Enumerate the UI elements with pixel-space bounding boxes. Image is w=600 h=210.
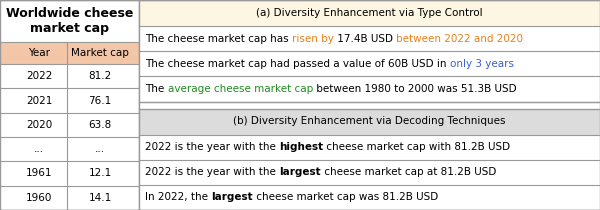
Text: 12.1: 12.1 (89, 168, 112, 178)
Text: 1960: 1960 (26, 193, 52, 203)
Text: cheese market cap with 81.2B USD: cheese market cap with 81.2B USD (323, 142, 511, 152)
Text: cheese market cap was 81.2B USD: cheese market cap was 81.2B USD (253, 192, 439, 202)
Bar (139, 76, 600, 101)
Bar (139, 109, 600, 134)
Text: cheese market cap at 81.2B USD: cheese market cap at 81.2B USD (321, 167, 496, 177)
Text: 81.2: 81.2 (89, 71, 112, 81)
Text: 17.4B USD: 17.4B USD (334, 34, 396, 44)
Text: Year: Year (28, 48, 50, 58)
Text: largest: largest (211, 192, 253, 202)
Bar (139, 185, 600, 210)
Text: (a) Diversity Enhancement via Type Control: (a) Diversity Enhancement via Type Contr… (256, 8, 483, 18)
Bar (139, 26, 600, 51)
Text: Market cap: Market cap (71, 48, 129, 58)
Text: ...: ... (95, 144, 105, 154)
Bar (0, 0, 139, 210)
Bar (0, 42, 139, 64)
Bar (139, 0, 600, 26)
Text: The: The (145, 84, 168, 94)
Bar (139, 160, 600, 185)
Bar (139, 101, 600, 109)
Text: (b) Diversity Enhancement via Decoding Techniques: (b) Diversity Enhancement via Decoding T… (233, 117, 506, 126)
Text: 2021: 2021 (26, 96, 52, 105)
Text: The cheese market cap has: The cheese market cap has (145, 34, 292, 44)
Bar (139, 0, 600, 210)
Bar (139, 134, 600, 160)
Text: 76.1: 76.1 (89, 96, 112, 105)
Text: 63.8: 63.8 (89, 120, 112, 130)
Bar (0, 0, 139, 210)
Text: ...: ... (34, 144, 44, 154)
Text: 2020: 2020 (26, 120, 52, 130)
Bar (139, 51, 600, 76)
Text: 2022 is the year with the: 2022 is the year with the (145, 167, 280, 177)
Text: between 1980 to 2000 was 51.3B USD: between 1980 to 2000 was 51.3B USD (313, 84, 517, 94)
Text: average cheese market cap: average cheese market cap (168, 84, 313, 94)
Text: between 2022 and 2020: between 2022 and 2020 (396, 34, 523, 44)
Text: only 3 years: only 3 years (450, 59, 514, 69)
Text: 2022 is the year with the: 2022 is the year with the (145, 142, 280, 152)
Text: The cheese market cap had passed a value of 60B USD in: The cheese market cap had passed a value… (145, 59, 450, 69)
Text: In 2022, the: In 2022, the (145, 192, 211, 202)
Text: 14.1: 14.1 (89, 193, 112, 203)
Text: Worldwide cheese
market cap: Worldwide cheese market cap (6, 7, 133, 35)
Text: 2022: 2022 (26, 71, 52, 81)
Text: 1961: 1961 (26, 168, 52, 178)
Text: highest: highest (280, 142, 323, 152)
Text: risen by: risen by (292, 34, 334, 44)
Text: largest: largest (280, 167, 321, 177)
